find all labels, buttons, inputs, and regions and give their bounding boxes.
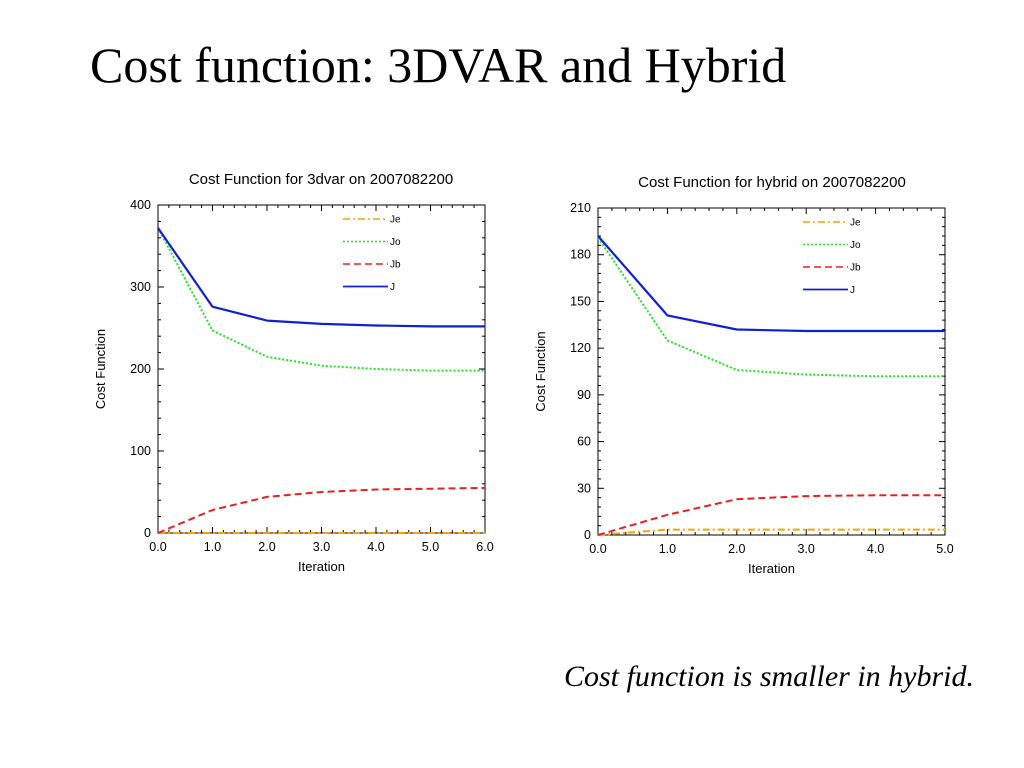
y-tick-label: 300 — [130, 280, 151, 294]
legend-label-je: Je — [390, 215, 401, 226]
series-line-j — [597, 235, 945, 333]
y-tick-label: 150 — [570, 294, 591, 308]
x-tick-label: 3.0 — [798, 542, 815, 556]
y-tick-label: 210 — [570, 201, 591, 215]
chart-title: Cost Function for hybrid on 2007082200 — [638, 174, 906, 191]
chart-hybrid: Cost Function for hybrid on 2007082200 0.… — [533, 174, 954, 576]
y-tick-label: 0 — [144, 526, 151, 540]
y-tick-label: 180 — [570, 248, 591, 262]
y-tick-label: 120 — [570, 341, 591, 355]
y-tick-label: 100 — [130, 444, 151, 458]
x-axis-title: Iteration — [748, 561, 795, 576]
y-tick-label: 200 — [130, 362, 151, 376]
legend-label-je: Je — [850, 218, 861, 229]
x-axis-title: Iteration — [298, 559, 345, 574]
y-tick-label: 90 — [577, 388, 591, 402]
y-tick-label: 60 — [577, 435, 591, 449]
legend-label-jo: Jo — [850, 240, 861, 251]
y-axis-title: Cost Function — [93, 329, 108, 409]
x-tick-label: 2.0 — [728, 542, 745, 556]
series-line-jo — [157, 227, 485, 372]
series-line-j — [157, 227, 485, 328]
x-tick-label: 5.0 — [936, 542, 953, 556]
legend-label-j: J — [850, 285, 855, 296]
y-tick-label: 0 — [584, 528, 591, 542]
y-axis-title: Cost Function — [533, 331, 548, 411]
chart-3dvar: Cost Function for 3dvar on 2007082200 0.0… — [93, 171, 494, 574]
chart-title: Cost Function for 3dvar on 2007082200 — [189, 171, 453, 188]
x-tick-label: 0.0 — [149, 540, 166, 554]
x-tick-label: 4.0 — [367, 540, 384, 554]
series-line-jb — [157, 486, 486, 534]
x-tick-label: 4.0 — [867, 542, 884, 556]
series-line-jo — [597, 237, 945, 378]
slide-caption: Cost function is smaller in hybrid. — [563, 660, 974, 693]
plot-frame — [157, 204, 486, 534]
y-tick-label: 30 — [577, 481, 591, 495]
x-tick-label: 1.0 — [659, 542, 676, 556]
x-tick-label: 2.0 — [258, 540, 275, 554]
x-tick-label: 1.0 — [204, 540, 221, 554]
legend-label-jo: Jo — [390, 237, 401, 248]
legend-label-j: J — [390, 282, 395, 293]
legend-label-jb: Jb — [390, 260, 401, 271]
legend-label-jb: Jb — [850, 263, 861, 274]
series-line-je — [597, 528, 945, 536]
x-tick-label: 3.0 — [313, 540, 330, 554]
plot-frame — [597, 207, 946, 536]
x-tick-label: 0.0 — [589, 542, 606, 556]
y-tick-label: 400 — [130, 198, 151, 212]
x-tick-label: 6.0 — [476, 540, 493, 554]
series-line-jb — [597, 494, 945, 536]
slide-title: Cost function: 3DVAR and Hybrid — [90, 37, 787, 93]
x-tick-label: 5.0 — [422, 540, 439, 554]
